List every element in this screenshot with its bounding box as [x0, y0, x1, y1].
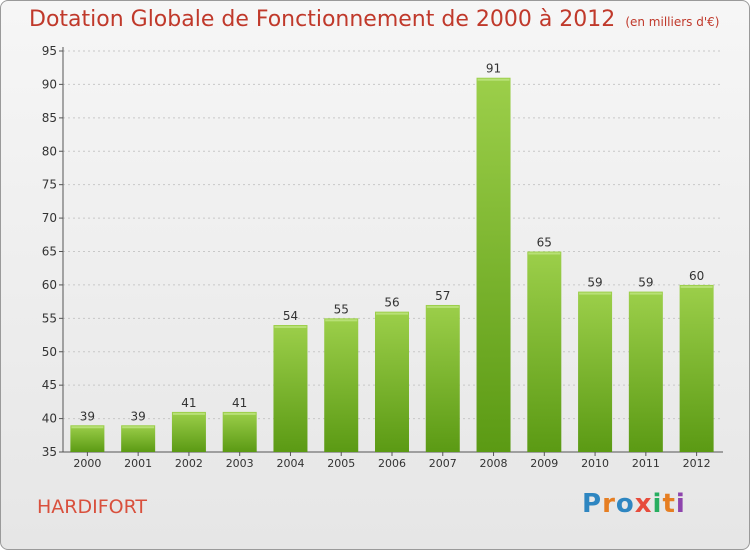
- bar: [121, 425, 156, 452]
- town-name: HARDIFORT: [37, 496, 148, 518]
- x-tick-label: 2005: [327, 457, 355, 470]
- logo-letter: o: [615, 489, 635, 519]
- y-tick-label: 55: [42, 311, 57, 325]
- data-label: 91: [486, 62, 501, 76]
- x-tick-label: 2011: [632, 457, 660, 470]
- x-tick-label: 2010: [581, 457, 609, 470]
- bar-highlight: [528, 252, 561, 255]
- bar-highlight: [223, 412, 256, 415]
- x-tick-label: 2000: [73, 457, 101, 470]
- y-tick-label: 60: [42, 278, 57, 292]
- data-label: 57: [435, 289, 450, 303]
- data-label: 59: [587, 276, 602, 290]
- bar-highlight: [274, 326, 307, 329]
- x-tick-label: 2008: [480, 457, 508, 470]
- bar: [222, 411, 257, 452]
- x-tick-label: 2009: [530, 457, 558, 470]
- data-label: 41: [232, 396, 247, 410]
- bar: [70, 425, 105, 452]
- labels: 35 40 45 50 55 60 65 70 75 80 85 90 95 39 2000 39 2001 41…: [42, 44, 711, 470]
- logo-letter: r: [602, 489, 616, 519]
- data-label: 54: [283, 309, 298, 323]
- y-tick-label: 50: [42, 345, 57, 359]
- data-label: 65: [537, 236, 552, 250]
- x-tick-label: 2002: [175, 457, 203, 470]
- x-tick-label: 2004: [276, 457, 304, 470]
- bar-highlight: [680, 285, 713, 288]
- logo-letter: i: [652, 489, 663, 519]
- bar-highlight: [579, 292, 612, 295]
- data-label: 39: [80, 409, 95, 423]
- y-tick-label: 90: [42, 77, 57, 91]
- logo-letter: t: [662, 489, 676, 519]
- bar-highlight: [376, 312, 408, 315]
- bar: [628, 291, 663, 452]
- y-tick-label: 75: [42, 178, 57, 192]
- data-label: 59: [638, 276, 653, 290]
- proxiti-logo: Proxiti: [582, 489, 686, 519]
- bar-highlight: [477, 78, 510, 81]
- data-label: 56: [384, 296, 399, 310]
- bar: [578, 291, 613, 452]
- bar-highlight: [426, 305, 459, 308]
- y-tick-label: 45: [42, 378, 57, 392]
- logo-letter: P: [582, 489, 603, 519]
- x-tick-label: 2007: [429, 457, 457, 470]
- bar: [679, 284, 714, 452]
- data-label: 39: [131, 409, 146, 423]
- data-label: 60: [689, 269, 704, 283]
- bar: [273, 325, 308, 452]
- bar-highlight: [172, 412, 205, 415]
- bar: [425, 304, 460, 452]
- bar: [375, 311, 409, 452]
- x-tick-label: 2006: [378, 457, 406, 470]
- y-tick-label: 80: [42, 144, 57, 158]
- bar-highlight: [325, 319, 358, 322]
- bar: [324, 318, 359, 452]
- chart-title-text: Dotation Globale de Fonctionnement de 20…: [29, 7, 616, 32]
- x-tick-label: 2003: [226, 457, 254, 470]
- bar-highlight: [629, 292, 662, 295]
- y-tick-label: 40: [42, 412, 57, 426]
- y-tick-label: 85: [42, 111, 57, 125]
- x-tick-label: 2012: [683, 457, 711, 470]
- chart-title: Dotation Globale de Fonctionnement de 20…: [29, 7, 719, 32]
- y-tick-label: 35: [42, 445, 57, 459]
- y-tick-label: 95: [42, 44, 57, 58]
- data-label: 41: [181, 396, 196, 410]
- chart-subtitle: (en milliers d'€): [625, 15, 720, 29]
- bar: [171, 411, 206, 452]
- bar-highlight: [71, 426, 104, 429]
- y-tick-label: 70: [42, 211, 57, 225]
- bars: [70, 77, 714, 452]
- bar-highlight: [122, 426, 155, 429]
- logo-letter: x: [634, 489, 653, 519]
- data-label: 55: [334, 302, 349, 316]
- logo-letter: i: [675, 489, 686, 519]
- bar: [527, 251, 562, 452]
- x-tick-label: 2001: [124, 457, 152, 470]
- bar: [476, 77, 511, 452]
- y-tick-label: 65: [42, 245, 57, 259]
